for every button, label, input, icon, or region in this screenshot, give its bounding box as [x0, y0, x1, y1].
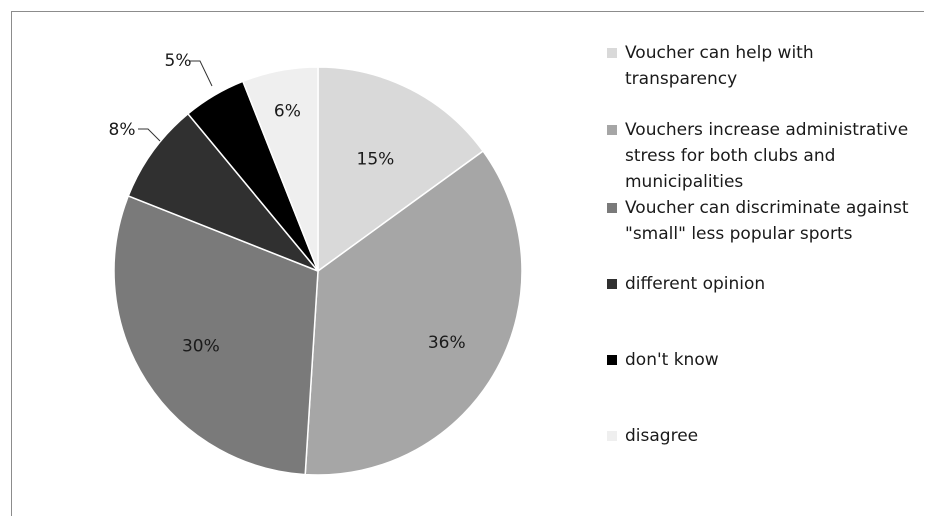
- slice-data-label: 36%: [428, 333, 466, 353]
- legend-item: Vouchers increase administrative stress …: [607, 117, 927, 195]
- pie-slice: [304, 150, 523, 476]
- legend-label: Voucher can discriminate against "small"…: [625, 198, 909, 244]
- legend-swatch: [607, 125, 617, 135]
- pie-slice: [113, 194, 319, 476]
- slice-data-label: 5%: [165, 51, 192, 71]
- pie-chart: 15% 36% 30% 8% 5% 6%: [109, 51, 523, 476]
- legend-item: different opinion: [607, 271, 927, 297]
- slice-data-label: 15%: [357, 149, 395, 169]
- legend-label: different opinion: [625, 274, 766, 294]
- legend-swatch: [607, 355, 617, 365]
- legend-item: disagree: [607, 423, 927, 449]
- slice-data-label: 8%: [109, 120, 136, 140]
- legend-swatch: [607, 48, 617, 58]
- slice-data-label: 6%: [274, 102, 301, 122]
- leader-line: [190, 60, 213, 87]
- legend-swatch: [607, 431, 617, 441]
- legend-item: Voucher can discriminate against "small"…: [607, 195, 927, 247]
- legend-label: Voucher can help with transparency: [625, 43, 814, 89]
- legend-label: Vouchers increase administrative stress …: [625, 120, 909, 192]
- legend-swatch: [607, 203, 617, 213]
- legend-item: Voucher can help with transparency: [607, 40, 927, 92]
- slice-data-label: 30%: [182, 336, 220, 356]
- leader-line: [138, 128, 161, 142]
- pie-slice: [241, 66, 319, 272]
- legend-label: disagree: [625, 426, 699, 446]
- chart-frame: [11, 11, 924, 516]
- pie-slice: [127, 112, 319, 272]
- legend-item: don't know: [607, 347, 927, 373]
- legend-label: don't know: [625, 350, 719, 370]
- pie-slice: [317, 66, 485, 273]
- legend-swatch: [607, 279, 617, 289]
